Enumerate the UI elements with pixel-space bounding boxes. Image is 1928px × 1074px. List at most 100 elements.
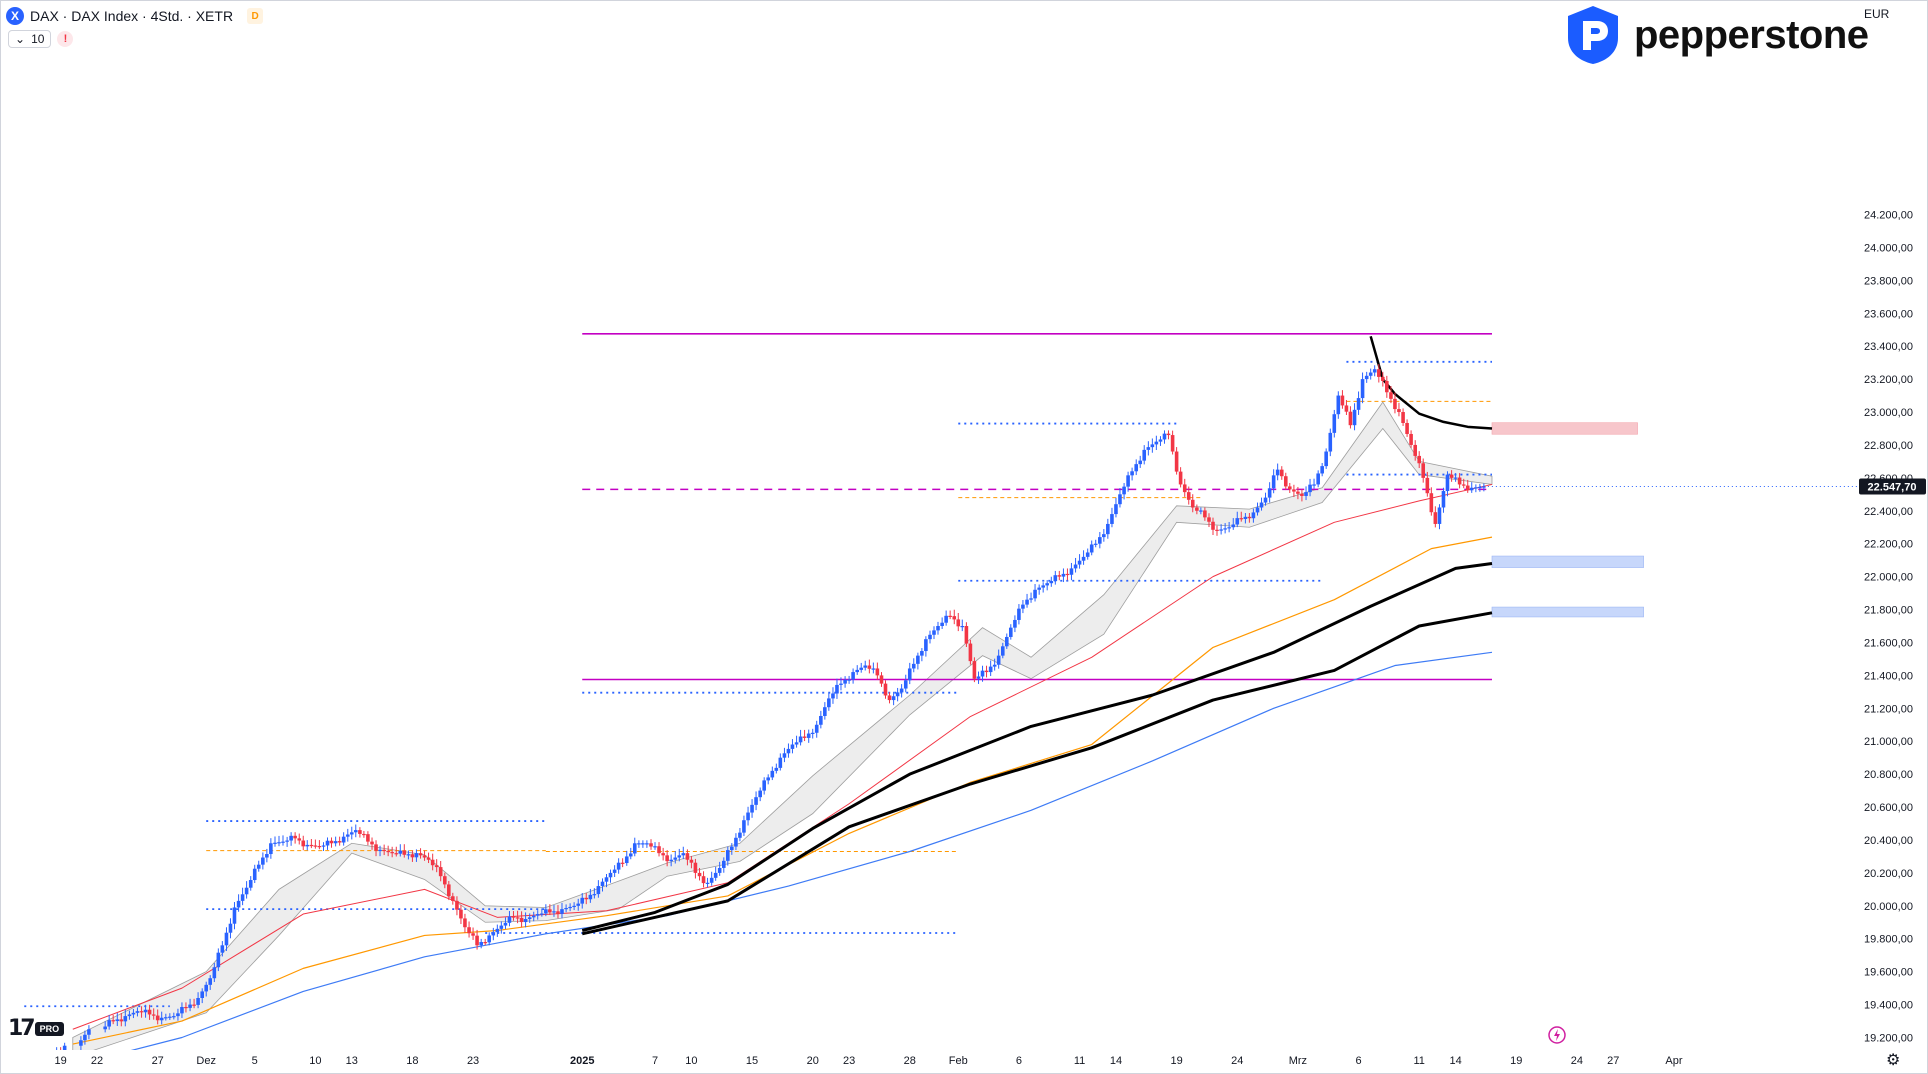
candle-body xyxy=(770,770,775,778)
candle xyxy=(1271,469,1276,494)
candle-body xyxy=(172,1016,176,1018)
candle-body xyxy=(1304,492,1308,496)
candle xyxy=(1279,466,1284,480)
candle xyxy=(576,898,581,911)
candle-body xyxy=(277,842,281,844)
lightning-icon[interactable] xyxy=(1547,1025,1567,1045)
candle xyxy=(677,848,682,862)
candle-body xyxy=(1356,398,1361,410)
candle xyxy=(1296,486,1300,500)
candle xyxy=(236,894,241,912)
candle-body xyxy=(1482,486,1486,488)
tradingview-logo[interactable]: 17 PRO xyxy=(8,1016,65,1041)
chevron-down-icon: ⌄ xyxy=(15,32,26,46)
candle xyxy=(863,660,868,671)
candle xyxy=(56,1047,58,1050)
candle-body xyxy=(443,876,447,885)
candle-body xyxy=(1308,484,1312,493)
candle-body xyxy=(1000,646,1005,656)
candle xyxy=(79,1036,83,1050)
candle-body xyxy=(1170,435,1175,452)
candle xyxy=(467,921,471,938)
candle-body xyxy=(948,615,952,617)
candle xyxy=(1364,371,1369,383)
candle xyxy=(709,871,714,886)
candle-body xyxy=(123,1016,128,1022)
time-axis: 19 22 27 Dez 5 10 13 18 23 2025 7 10 15 20 23 28 Feb 6 11 1… xyxy=(55,1055,1683,1067)
candle-body xyxy=(851,672,855,680)
candle xyxy=(592,888,597,899)
currency-label[interactable]: EUR xyxy=(1864,7,1890,21)
candle-body xyxy=(1195,507,1199,511)
candle-body xyxy=(992,664,997,667)
candle xyxy=(948,610,952,620)
candle-body xyxy=(988,666,993,673)
settings-gear-icon[interactable]: ⚙ xyxy=(1886,1052,1901,1069)
candle xyxy=(1207,513,1211,528)
candle-body xyxy=(568,906,572,909)
candle xyxy=(1089,540,1094,556)
candle-body xyxy=(244,887,249,895)
candle xyxy=(645,840,649,848)
candle-body xyxy=(1150,444,1155,448)
candle xyxy=(746,806,750,826)
candle xyxy=(1421,458,1426,483)
candle-body xyxy=(269,843,273,855)
candle-body xyxy=(1401,412,1405,423)
time-axis-label: 10 xyxy=(309,1055,321,1067)
candle-body xyxy=(297,838,302,841)
candle-body xyxy=(438,867,443,877)
time-axis-label: 28 xyxy=(904,1055,916,1067)
price-axis-label: 23.000,00 xyxy=(1864,407,1913,419)
candle xyxy=(790,739,795,754)
candle xyxy=(762,777,766,795)
candle-body xyxy=(976,676,981,679)
candle xyxy=(859,662,864,673)
candle-body xyxy=(632,843,637,854)
candle-body xyxy=(576,903,581,906)
delayed-data-badge[interactable]: D xyxy=(247,8,264,24)
candle xyxy=(758,787,762,802)
price-axis-label: 23.200,00 xyxy=(1864,374,1913,386)
candle-body xyxy=(487,935,492,943)
candle xyxy=(1150,438,1155,453)
candle xyxy=(475,929,479,950)
candle-body xyxy=(1037,587,1041,590)
candle xyxy=(673,851,678,864)
candle xyxy=(204,981,209,997)
candle-body xyxy=(325,840,330,846)
candle-body xyxy=(463,918,467,928)
candle xyxy=(1033,584,1037,602)
candle xyxy=(62,1042,67,1050)
candle xyxy=(1114,497,1118,518)
candle xyxy=(297,833,302,845)
candle-body xyxy=(879,675,884,684)
candle-body xyxy=(511,916,516,918)
candle xyxy=(1093,539,1098,548)
candle xyxy=(814,720,819,738)
time-axis-label: 15 xyxy=(746,1055,758,1067)
candle-body xyxy=(1029,598,1033,600)
warning-icon[interactable]: ! xyxy=(57,31,74,47)
candle xyxy=(535,910,540,920)
chart-title[interactable]: DAX · DAX Index · 4Std. · XETR xyxy=(30,8,234,24)
candle-body xyxy=(1178,471,1183,485)
candle-body xyxy=(814,724,819,733)
candle xyxy=(916,652,920,670)
symbol-icon[interactable]: X xyxy=(6,7,24,25)
candle-body xyxy=(1474,487,1478,489)
candle xyxy=(806,729,811,743)
candle xyxy=(228,918,233,939)
candle-body xyxy=(730,846,734,851)
candle xyxy=(907,662,912,685)
candle-body xyxy=(839,683,843,685)
time-axis-label: 6 xyxy=(1016,1055,1022,1067)
candle-body xyxy=(863,665,868,668)
candle xyxy=(964,622,969,648)
indicators-toggle[interactable]: ⌄ 10 xyxy=(8,30,52,48)
price-axis-label: 21.600,00 xyxy=(1864,637,1913,649)
candle xyxy=(386,845,390,857)
time-axis-label: 27 xyxy=(152,1055,164,1067)
last-price-tag xyxy=(1859,478,1926,495)
